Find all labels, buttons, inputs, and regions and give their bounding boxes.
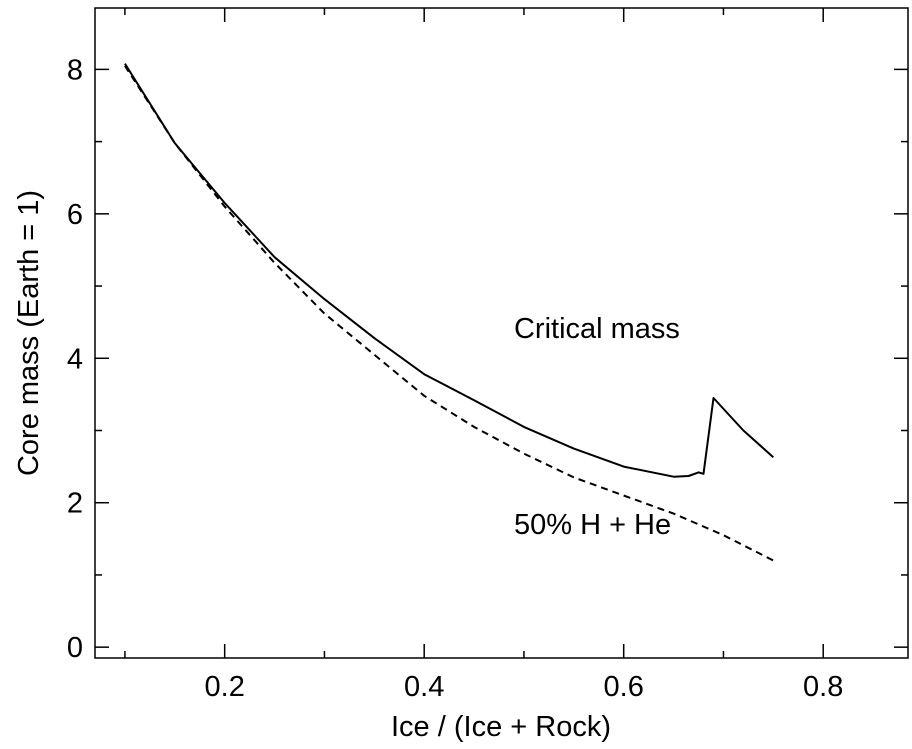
critical-mass-line (124, 63, 774, 478)
annotation-critical-mass: Critical mass (514, 313, 680, 345)
ticks-layer: 0.2 0.4 0.6 0.8 0 2 4 6 8 (67, 8, 908, 703)
annotation-layer: Critical mass 50% H + He (514, 313, 680, 541)
annotation-50pct-h-he: 50% H + He (514, 509, 671, 541)
y-tick-label: 2 (67, 488, 83, 520)
x-tick-label: 0.2 (205, 671, 245, 703)
y-axis-label: Core mass (Earth = 1) (13, 190, 45, 476)
y-tick-label: 4 (67, 343, 83, 375)
plot-frame (94, 7, 909, 659)
x-axis-label: Ice / (Ice + Rock) (391, 711, 611, 743)
h-he-50pct-line (124, 65, 774, 562)
y-tick-label: 8 (67, 54, 83, 86)
x-tick-label: 0.8 (803, 671, 843, 703)
y-tick-label: 6 (67, 199, 83, 231)
y-tick-label: 0 (67, 632, 83, 664)
x-tick-label: 0.6 (604, 671, 644, 703)
series-layer (124, 63, 774, 562)
x-tick-label: 0.4 (404, 671, 444, 703)
